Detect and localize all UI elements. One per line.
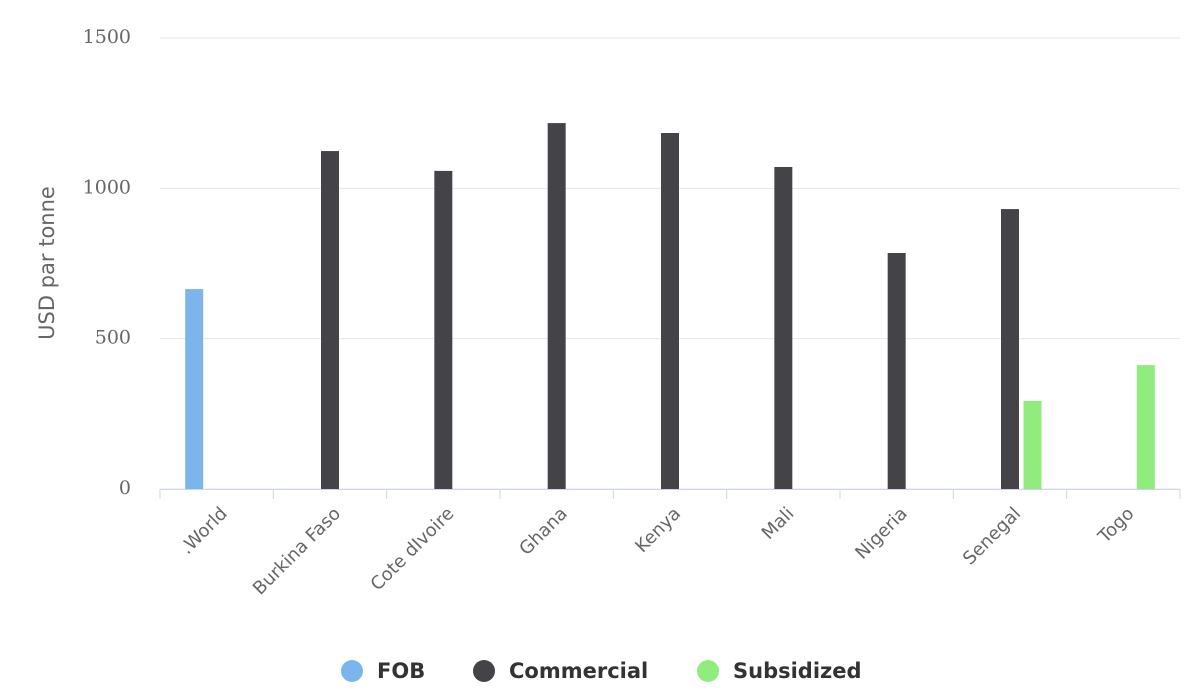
bar [547, 123, 566, 489]
bar [185, 289, 204, 489]
bar [434, 170, 453, 490]
bar [887, 252, 906, 489]
x-tick-label: Senegal [959, 503, 1025, 569]
x-tick-label: Cote dIvoire [367, 503, 459, 595]
legend-label[interactable]: Commercial [509, 659, 648, 683]
x-tick-label: Togo [1094, 503, 1139, 548]
y-tick-label: 1500 [83, 26, 131, 48]
bar [1023, 400, 1042, 489]
y-tick-label: 1000 [83, 176, 131, 198]
bar [1136, 365, 1155, 489]
legend-label[interactable]: FOB [377, 659, 425, 683]
legend-marker[interactable] [697, 660, 719, 682]
bar [1001, 209, 1019, 489]
y-axis-title: USD par tonne [35, 186, 59, 340]
legend-label[interactable]: Subsidized [733, 659, 862, 683]
y-tick-label: 500 [95, 327, 131, 349]
y-tick-label: 0 [119, 477, 131, 499]
legend-marker[interactable] [341, 660, 363, 682]
x-tick-label: Ghana [515, 503, 571, 559]
x-tick-label: Nigeria [851, 503, 911, 563]
x-tick-label: .World [176, 503, 231, 558]
legend-marker[interactable] [473, 660, 495, 682]
x-tick-label: Burkina Faso [249, 503, 345, 599]
x-tick-label: Mali [758, 503, 799, 544]
x-tick-label: Kenya [631, 503, 685, 557]
bar [321, 151, 339, 489]
bar [661, 133, 679, 489]
bar [774, 166, 793, 489]
